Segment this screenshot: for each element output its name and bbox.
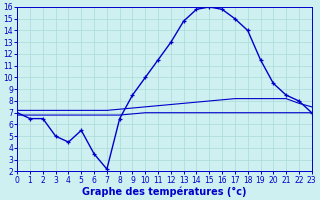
X-axis label: Graphe des températures (°c): Graphe des températures (°c) [82, 186, 247, 197]
